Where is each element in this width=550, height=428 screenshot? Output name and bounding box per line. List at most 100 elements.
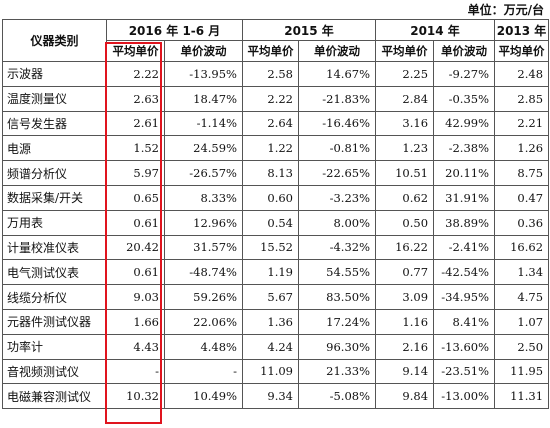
price-change-cell: -42.54% bbox=[433, 259, 496, 286]
price-change-cell: -2.41% bbox=[433, 234, 496, 261]
avg-price-cell: 1.16 bbox=[375, 308, 435, 335]
instrument-name-cell: 电磁兼容测试仪 bbox=[2, 383, 107, 410]
price-change-cell: 21.33% bbox=[297, 358, 377, 385]
avg-price-cell: 2.50 bbox=[494, 333, 550, 360]
instrument-name-cell: 万用表 bbox=[2, 209, 107, 236]
price-change-cell: 42.99% bbox=[433, 110, 496, 137]
table-row: 音视频测试仪 - -11.09 21.33% 9.14 -23.51% 11.95 bbox=[2, 358, 550, 385]
avg-price-cell: 2.16 bbox=[375, 333, 435, 360]
avg-price-cell: 4.75 bbox=[494, 284, 550, 310]
avg-price-cell: 0.60 bbox=[242, 184, 299, 211]
price-change-cell: -48.74% bbox=[164, 259, 243, 286]
avg-price-cell: 1.26 bbox=[494, 135, 550, 162]
price-change-cell: 8.00% bbox=[297, 209, 377, 236]
table-row: 计量校准仪表 20.42 31.57% 15.52 -4.32% 16.22 -2.41% 1… bbox=[2, 234, 550, 261]
price-change-cell: 38.89% bbox=[433, 209, 496, 236]
avg-price-cell: 2.85 bbox=[494, 85, 550, 112]
price-change-cell: 17.24% bbox=[297, 308, 377, 335]
instrument-name-cell: 元器件测试仪器 bbox=[2, 308, 107, 335]
price-change-cell: 83.50% bbox=[297, 284, 377, 310]
price-change-cell: 12.96% bbox=[164, 209, 243, 236]
subheader-avg-price: 平均单价 bbox=[106, 40, 165, 62]
avg-price-cell: 5.97 bbox=[106, 160, 165, 186]
avg-price-cell: 0.61 bbox=[106, 259, 165, 286]
subheader-price-change: 单价波动 bbox=[297, 40, 377, 62]
avg-price-cell: 0.50 bbox=[375, 209, 435, 236]
subheader-price-change: 单价波动 bbox=[164, 40, 243, 62]
avg-price-cell: 1.07 bbox=[494, 308, 550, 335]
price-change-cell: 10.49% bbox=[164, 383, 243, 410]
subheader-avg-price: 平均单价 bbox=[242, 40, 299, 62]
table-row: 元器件测试仪器 1.66 22.06% 1.36 17.24% 1.16 8.41% 1.07 bbox=[2, 308, 550, 335]
instrument-name-cell: 温度测量仪 bbox=[2, 85, 107, 112]
avg-price-cell: 0.54 bbox=[242, 209, 299, 236]
avg-price-cell: 3.09 bbox=[375, 284, 435, 310]
instrument-name-cell: 音视频测试仪 bbox=[2, 358, 107, 385]
avg-price-cell: 2.58 bbox=[242, 61, 299, 87]
avg-price-cell: 2.63 bbox=[106, 85, 165, 112]
price-change-cell: -4.32% bbox=[297, 234, 377, 261]
price-change-cell: 24.59% bbox=[164, 135, 243, 162]
avg-price-cell: 20.42 bbox=[106, 234, 165, 261]
period-header-2014: 2014 年 bbox=[375, 19, 496, 41]
price-change-cell: -13.60% bbox=[433, 333, 496, 360]
instrument-name-cell: 功率计 bbox=[2, 333, 107, 360]
instrument-name-cell: 频谱分析仪 bbox=[2, 160, 107, 186]
price-change-cell: -1.14% bbox=[164, 110, 243, 137]
instrument-name-cell: 数据采集/开关 bbox=[2, 184, 107, 211]
avg-price-cell: 2.21 bbox=[494, 110, 550, 137]
avg-price-cell: 9.03 bbox=[106, 284, 165, 310]
instrument-name-cell: 电气测试仪表 bbox=[2, 259, 107, 286]
avg-price-cell: 16.62 bbox=[494, 234, 550, 261]
table-row: 万用表 0.61 12.96% 0.54 8.00% 0.50 38.89% 0.36 bbox=[2, 209, 550, 236]
price-change-cell: 20.11% bbox=[433, 160, 496, 186]
table-body: 示波器 2.22 -13.95% 2.58 14.67% 2.25 -9.27% 2.48 温度… bbox=[2, 61, 550, 410]
avg-price-cell: 9.84 bbox=[375, 383, 435, 410]
price-change-cell: -16.46% bbox=[297, 110, 377, 137]
avg-price-cell: 1.19 bbox=[242, 259, 299, 286]
instrument-name-cell: 示波器 bbox=[2, 61, 107, 87]
instrument-name-cell: 计量校准仪表 bbox=[2, 234, 107, 261]
table-row: 电气测试仪表 0.61 -48.74% 1.19 54.55% 0.77 -42.54% 1.… bbox=[2, 259, 550, 286]
avg-price-cell: 16.22 bbox=[375, 234, 435, 261]
avg-price-cell: 10.51 bbox=[375, 160, 435, 186]
instrument-name-cell: 线缆分析仪 bbox=[2, 284, 107, 310]
avg-price-cell: 1.23 bbox=[375, 135, 435, 162]
price-change-cell: 59.26% bbox=[164, 284, 243, 310]
avg-price-cell: 3.16 bbox=[375, 110, 435, 137]
avg-price-cell: 2.25 bbox=[375, 61, 435, 87]
avg-price-cell: 4.43 bbox=[106, 333, 165, 360]
avg-price-cell: 8.75 bbox=[494, 160, 550, 186]
table-row: 线缆分析仪 9.03 59.26% 5.67 83.50% 3.09 -34.95% 4.75 bbox=[2, 284, 550, 310]
table-row: 频谱分析仪 5.97 -26.57% 8.13 -22.65% 10.51 20.11% 8.… bbox=[2, 160, 550, 186]
avg-price-cell: 2.22 bbox=[106, 61, 165, 87]
avg-price-cell: 11.31 bbox=[494, 383, 550, 410]
price-change-cell: -13.95% bbox=[164, 61, 243, 87]
price-change-cell: -21.83% bbox=[297, 85, 377, 112]
price-change-cell: -23.51% bbox=[433, 358, 496, 385]
price-change-cell: -22.65% bbox=[297, 160, 377, 186]
price-change-cell: -2.38% bbox=[433, 135, 496, 162]
table-row: 温度测量仪 2.63 18.47% 2.22 -21.83% 2.84 -0.35% 2.85 bbox=[2, 85, 550, 112]
price-change-cell: 4.48% bbox=[164, 333, 243, 360]
avg-price-cell: 0.77 bbox=[375, 259, 435, 286]
price-change-cell: -0.81% bbox=[297, 135, 377, 162]
period-header-2016h1: 2016 年 1-6 月 bbox=[106, 19, 243, 41]
unit-label: 单位：万元/台 bbox=[467, 3, 544, 17]
subheader-price-change: 单价波动 bbox=[433, 40, 496, 62]
avg-price-cell: 15.52 bbox=[242, 234, 299, 261]
avg-price-cell: 5.67 bbox=[242, 284, 299, 310]
price-change-cell: -9.27% bbox=[433, 61, 496, 87]
period-header-2015: 2015 年 bbox=[241, 19, 377, 41]
price-change-cell: -0.35% bbox=[433, 85, 496, 112]
price-change-cell: -5.08% bbox=[297, 383, 377, 410]
table-row: 电源 1.52 24.59% 1.22 -0.81% 1.23 -2.38% 1.26 bbox=[2, 135, 550, 162]
price-change-cell: -3.23% bbox=[297, 184, 377, 211]
instrument-name-cell: 信号发生器 bbox=[2, 110, 107, 137]
price-change-cell: 31.91% bbox=[433, 184, 496, 211]
price-change-cell: 22.06% bbox=[164, 308, 243, 335]
avg-price-cell: 9.34 bbox=[242, 383, 299, 410]
price-change-cell: -26.57% bbox=[164, 160, 243, 186]
price-table: 仪器类别 2016 年 1-6 月 2015 年 2014 年 2013 年 平… bbox=[2, 19, 550, 410]
avg-price-cell: 2.22 bbox=[242, 85, 299, 112]
